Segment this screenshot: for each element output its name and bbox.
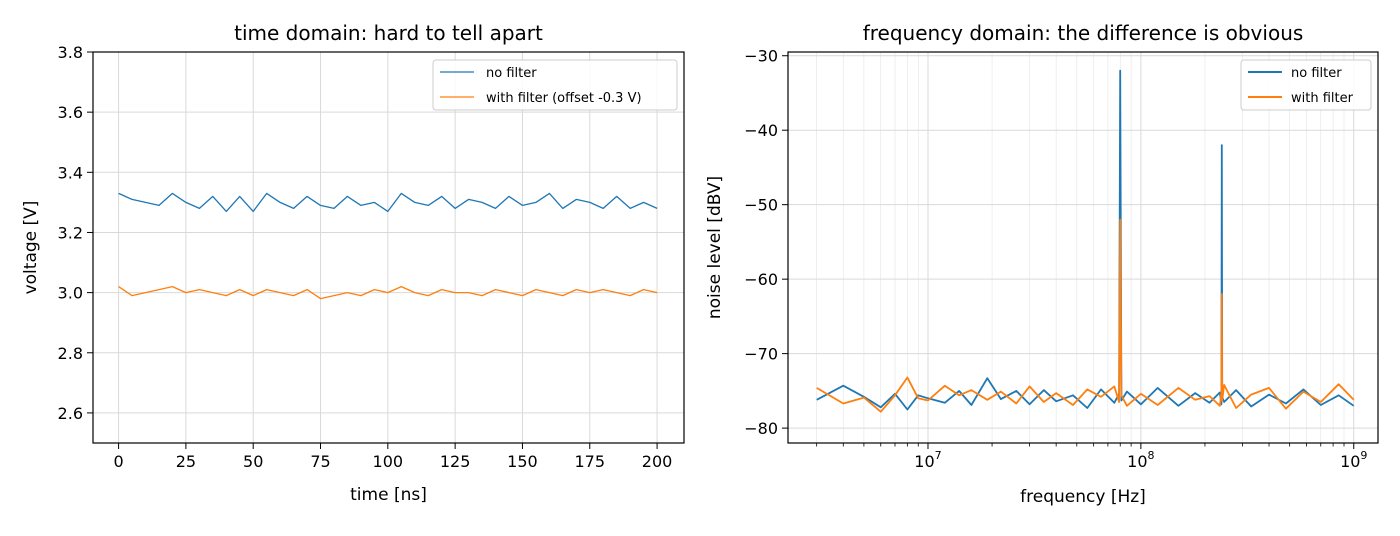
time-x-tick-label: 125 xyxy=(440,452,471,471)
time-plot-frame xyxy=(92,51,685,444)
frequency-y-tick-label: −50 xyxy=(744,196,778,215)
time-series-no-filter xyxy=(118,192,658,213)
frequency-x-tick-exponent: 7 xyxy=(935,449,942,462)
time-x-tick-label: 50 xyxy=(243,452,263,471)
frequency-series-no-filter xyxy=(816,69,1355,411)
time-y-tick-label: 2.8 xyxy=(58,344,83,363)
time-y-axis-label: voltage [V] xyxy=(21,201,41,295)
frequency-y-tick-label: −70 xyxy=(744,345,778,364)
frequency-plot-frame xyxy=(787,51,1379,444)
frequency-x-tick-label: 108 xyxy=(1127,449,1154,471)
frequency-x-tick-exponent: 9 xyxy=(1360,449,1367,462)
frequency-series-group xyxy=(816,69,1355,413)
time-x-tick-label: 75 xyxy=(310,452,330,471)
frequency-y-tick-label: −60 xyxy=(744,270,778,289)
time-ticks: 0 25 50 75 100 125 150 175 200 2.6 2.8 3.0 3.2 3.4 3.6… xyxy=(58,43,673,471)
time-series-group xyxy=(118,192,658,300)
frequency-legend-label-no-filter: no filter xyxy=(1291,66,1342,81)
frequency-x-tick-label: 109 xyxy=(1340,449,1367,471)
time-legend-box xyxy=(432,59,678,111)
time-x-tick-label: 175 xyxy=(574,452,605,471)
frequency-y-tick-label: −40 xyxy=(744,121,778,140)
frequency-x-axis-label: frequency [Hz] xyxy=(1020,487,1146,507)
time-y-tick-label: 3.6 xyxy=(58,103,83,122)
time-x-tick-label: 0 xyxy=(113,452,123,471)
time-x-tick-label: 25 xyxy=(176,452,196,471)
time-legend: no filter with filter (offset -0.3 V) xyxy=(432,59,678,111)
time-x-axis-label: time [ns] xyxy=(350,485,427,505)
time-series-with-filter xyxy=(118,285,658,300)
time-legend-label-with-filter: with filter (offset -0.3 V) xyxy=(486,91,642,106)
frequency-domain-plot: 107 108 109 −80 −70 −60 −50 −40 −30 frequency do… xyxy=(705,21,1379,507)
frequency-legend: no filter with filter xyxy=(1240,59,1372,111)
time-x-tick-label: 150 xyxy=(507,452,538,471)
time-y-tick-label: 3.8 xyxy=(58,43,83,62)
frequency-legend-label-with-filter: with filter xyxy=(1291,91,1354,106)
time-legend-label-no-filter: no filter xyxy=(486,66,537,81)
frequency-y-tick-label: −30 xyxy=(744,47,778,66)
time-y-tick-label: 2.6 xyxy=(58,404,83,423)
time-grid xyxy=(93,51,684,443)
time-domain-plot: 0 25 50 75 100 125 150 175 200 2.6 2.8 3.0 3.2 3.4 3.6… xyxy=(21,21,685,505)
time-y-tick-label: 3.2 xyxy=(58,223,83,242)
time-plot-title: time domain: hard to tell apart xyxy=(234,21,543,45)
frequency-series-with-filter xyxy=(816,218,1355,413)
time-y-tick-label: 3.4 xyxy=(58,163,83,182)
time-y-tick-label: 3.0 xyxy=(58,284,83,303)
frequency-grid xyxy=(788,52,1378,443)
time-x-tick-label: 100 xyxy=(373,452,404,471)
frequency-y-axis-label: noise level [dBV] xyxy=(705,176,725,319)
frequency-x-tick-exponent: 8 xyxy=(1148,449,1155,462)
time-x-tick-label: 200 xyxy=(642,452,673,471)
frequency-x-tick-label: 107 xyxy=(914,449,941,471)
frequency-plot-title: frequency domain: the difference is obvi… xyxy=(863,21,1304,45)
frequency-y-tick-label: −80 xyxy=(744,419,778,438)
